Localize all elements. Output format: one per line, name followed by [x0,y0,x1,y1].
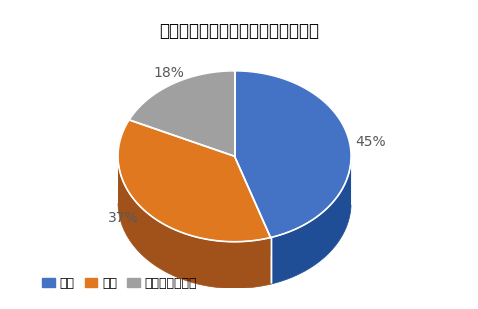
Polygon shape [235,71,351,238]
Text: 18%: 18% [153,66,185,81]
Text: 37%: 37% [108,211,139,226]
Polygon shape [129,71,235,156]
Text: 45%: 45% [356,135,386,149]
Ellipse shape [118,89,351,260]
Polygon shape [271,159,351,284]
Polygon shape [118,120,271,242]
Text: ヴォクシーの乗り心地の満足度調査: ヴォクシーの乗り心地の満足度調査 [159,22,319,40]
Legend: 満足, 不満, どちらでもない: 満足, 不満, どちらでもない [37,272,202,294]
Polygon shape [118,157,271,288]
